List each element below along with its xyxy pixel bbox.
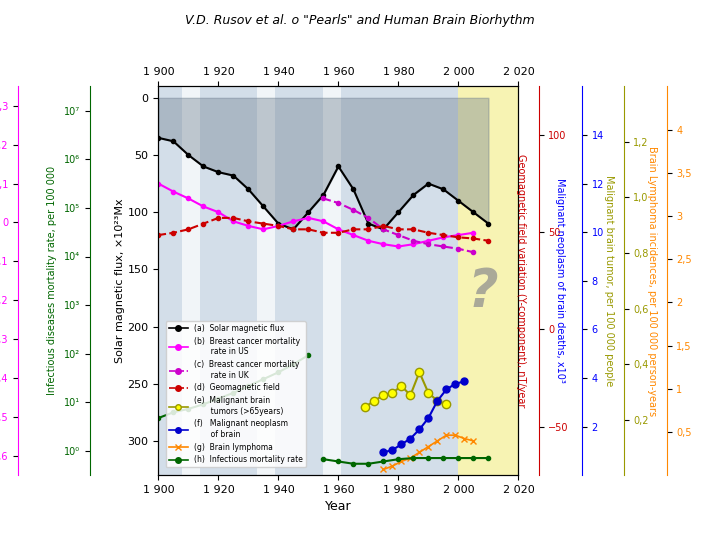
Y-axis label: Solar magnetic flux, ×10²³Mx: Solar magnetic flux, ×10²³Mx — [114, 199, 125, 363]
Y-axis label: Infectious diseases mortality rate, per 100 000: Infectious diseases mortality rate, per … — [47, 166, 57, 395]
Y-axis label: Malignant brain tumor, per 100 000 people: Malignant brain tumor, per 100 000 peopl… — [604, 175, 614, 387]
Legend: (a)  Solar magnetic flux, (b)  Breast cancer mortality
       rate in US, (c)  B: (a) Solar magnetic flux, (b) Breast canc… — [166, 321, 306, 468]
Bar — [158, 86, 459, 475]
Bar — [459, 86, 518, 475]
Text: ?: ? — [467, 266, 498, 318]
Y-axis label: Malignant neoplasm of brain deaths, x10³: Malignant neoplasm of brain deaths, x10³ — [555, 178, 565, 383]
Bar — [257, 86, 275, 475]
Text: V.D. Rusov et al. o "Pearls" and Human Brain Biorhythm: V.D. Rusov et al. o "Pearls" and Human B… — [185, 14, 535, 28]
Bar — [323, 86, 341, 475]
Bar — [182, 86, 200, 475]
X-axis label: Year: Year — [325, 501, 351, 514]
Y-axis label: Geomagnetic field variation (Y-component), nT/year: Geomagnetic field variation (Y-component… — [516, 154, 526, 408]
Y-axis label: Brain Lymphoma incidences, per 100 000 person-years: Brain Lymphoma incidences, per 100 000 p… — [647, 146, 657, 416]
